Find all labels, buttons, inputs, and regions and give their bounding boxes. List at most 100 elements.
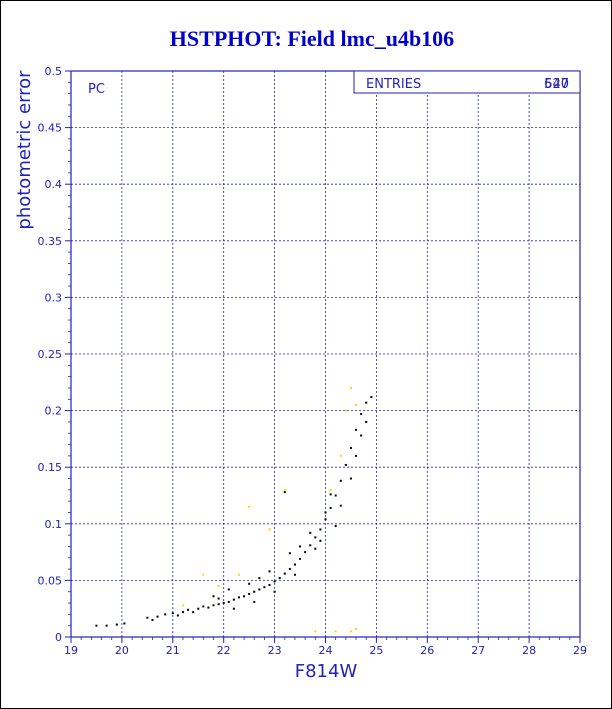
scatter-point [309, 531, 312, 534]
scatter-point [227, 588, 230, 591]
scatter-point [349, 477, 352, 480]
scatter-point [360, 434, 363, 437]
x-tick-label: 24 [319, 644, 333, 657]
scatter-point [151, 619, 154, 622]
scatter-point [365, 401, 368, 404]
scatter-point [258, 577, 261, 580]
scatter-point [258, 588, 261, 591]
scatter-point [355, 403, 358, 406]
scatter-point [268, 528, 271, 531]
scatter-point [349, 386, 352, 389]
scatter-point [253, 600, 256, 603]
scatter-point [176, 614, 179, 617]
scatter-point [237, 573, 240, 576]
scatter-point [156, 615, 159, 618]
scatter-point [283, 488, 286, 491]
scatter-point [293, 573, 296, 576]
scatter-point [349, 630, 352, 633]
scatter-point [370, 396, 373, 399]
scatter-point [248, 505, 251, 508]
scatter-point [344, 409, 347, 412]
x-tick-label: 20 [115, 644, 129, 657]
scatter-point [288, 552, 291, 555]
scatter-point [212, 604, 215, 607]
scatter-point [212, 595, 215, 598]
y-tick-label: 0.45 [38, 122, 63, 135]
y-tick-label: 0.2 [45, 405, 63, 418]
scatter-point [334, 494, 337, 497]
y-tick-label: 0.15 [38, 461, 63, 474]
y-tick-label: 0 [55, 631, 62, 644]
chart-title: HSTPHOT: Field lmc_u4b106 [170, 26, 454, 51]
panel-label: PC [88, 82, 105, 97]
stats-value: 620 [544, 77, 569, 92]
scatter-point [171, 612, 174, 615]
stats-box-border [353, 70, 581, 94]
stats-value: 547 [544, 77, 569, 92]
scatter-point [324, 511, 327, 514]
scatter-point [293, 563, 296, 566]
scatter-point [339, 454, 342, 457]
scatter-point [288, 568, 291, 571]
scatter-point [95, 624, 98, 627]
y-axis-ticks: 0 0.05 0.1 0.15 0.2 0.25 0.3 0.35 0.4 0.45 0.5 [38, 65, 71, 644]
y-tick-label: 0.25 [38, 348, 63, 361]
y-tick-label: 0.4 [45, 178, 63, 191]
x-tick-label: 22 [217, 644, 231, 657]
stats-label: ENTRIES [366, 77, 421, 92]
y-tick-label: 0.1 [45, 518, 63, 531]
scatter-point [299, 545, 302, 548]
scatter-point [237, 596, 240, 599]
scatter-point [268, 583, 271, 586]
scatter-point [181, 604, 184, 607]
scatter-point [283, 572, 286, 575]
scatter-point [309, 544, 312, 547]
scatter-point [324, 518, 327, 521]
scatter-point [217, 597, 220, 600]
y-axis-label: photometric error [14, 70, 35, 230]
scatter-point [360, 412, 363, 415]
data-points [95, 386, 373, 633]
scatter-point [202, 573, 205, 576]
scatter-point [339, 504, 342, 507]
scatter-point [314, 630, 317, 633]
scatter-point [319, 539, 322, 542]
x-tick-label: 21 [166, 644, 180, 657]
scatter-point [334, 630, 337, 633]
scatter-point [115, 623, 118, 626]
scatter-point [329, 506, 332, 509]
scatter-point [329, 493, 332, 496]
scatter-point [273, 580, 276, 583]
scatter-point [283, 491, 286, 494]
scatter-point [319, 528, 322, 531]
scatter-point [329, 488, 332, 491]
scatter-point [181, 611, 184, 614]
x-axis-label: F814W [295, 661, 358, 682]
scatter-point [248, 582, 251, 585]
scatter-point [232, 607, 235, 610]
scatter-point [334, 525, 337, 528]
x-tick-label: 27 [471, 644, 485, 657]
scatter-point [355, 454, 358, 457]
scatter-point [304, 551, 307, 554]
scatter-point [105, 624, 108, 627]
scatter-point [355, 428, 358, 431]
scatter-point [243, 595, 246, 598]
scatter-point [207, 606, 210, 609]
scatter-point [217, 603, 220, 606]
scatter-point [314, 547, 317, 550]
scatter-point [273, 590, 276, 593]
scatter-point [164, 613, 167, 616]
x-tick-label: 19 [64, 644, 78, 657]
x-tick-label: 29 [573, 644, 587, 657]
scatter-point [187, 608, 190, 611]
y-tick-label: 0.3 [45, 291, 63, 304]
x-tick-label: 25 [369, 644, 383, 657]
x-tick-label: 26 [420, 644, 434, 657]
scatter-point [248, 592, 251, 595]
scatter-point [217, 585, 220, 588]
x-tick-label: 28 [522, 644, 536, 657]
scatter-point [202, 605, 205, 608]
